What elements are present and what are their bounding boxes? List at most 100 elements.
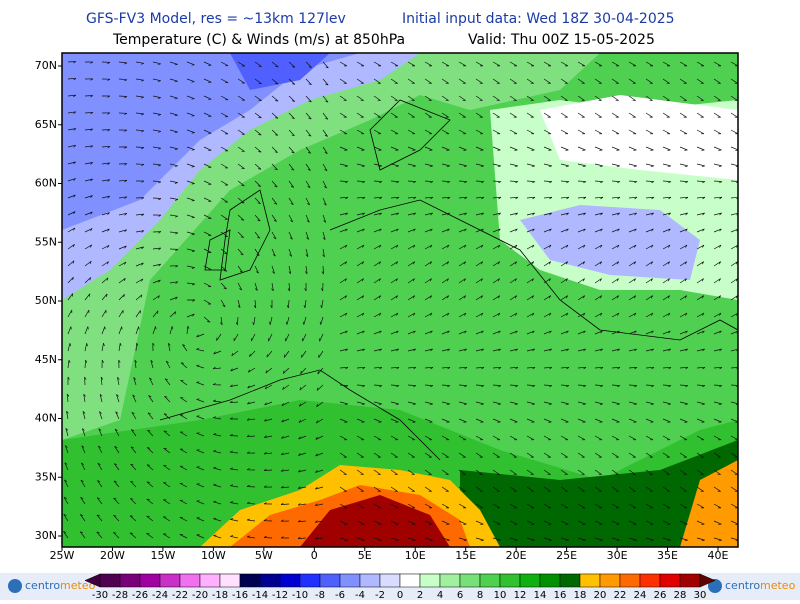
wind-arrow	[285, 316, 290, 325]
wind-arrow	[407, 180, 417, 184]
wind-arrow	[339, 163, 348, 168]
wind-arrow	[67, 376, 70, 385]
wind-arrow	[390, 348, 399, 352]
wind-arrow	[458, 348, 467, 352]
wind-arrow	[611, 520, 620, 525]
wind-arrow	[373, 295, 382, 301]
wind-arrow	[645, 146, 654, 151]
wind-arrow	[254, 282, 258, 291]
wind-arrow	[320, 299, 324, 309]
wind-arrow	[543, 418, 552, 423]
wind-arrow	[577, 163, 586, 168]
wind-arrow	[237, 129, 245, 135]
wind-arrow	[356, 312, 365, 318]
wind-arrow	[492, 503, 501, 509]
wind-arrow	[271, 61, 279, 68]
wind-arrow	[441, 384, 451, 388]
wind-arrow	[424, 348, 433, 352]
wind-arrow	[662, 196, 672, 200]
wind-arrow	[80, 462, 86, 471]
wind-arrow	[237, 248, 244, 256]
wind-arrow	[662, 312, 671, 318]
wind-arrow	[152, 279, 161, 284]
wind-arrow	[237, 163, 245, 170]
wind-arrow	[696, 261, 705, 267]
wind-arrow	[458, 330, 467, 335]
wind-arrow	[713, 348, 722, 352]
wind-arrow	[662, 228, 671, 233]
wind-arrow	[441, 78, 449, 84]
lat-label: 45N	[35, 353, 57, 366]
wind-arrow	[390, 384, 400, 388]
wind-arrow	[475, 503, 484, 509]
wind-arrow	[577, 295, 586, 301]
wind-arrow	[169, 129, 178, 134]
wind-arrow	[356, 486, 364, 492]
wind-arrow	[373, 112, 381, 118]
wind-arrow	[186, 78, 195, 83]
wind-arrow	[315, 469, 324, 473]
wind-arrow	[129, 532, 137, 539]
wind-arrow	[526, 78, 534, 84]
wind-arrow	[282, 367, 290, 374]
colorbar-label: -16	[232, 590, 248, 600]
wind-arrow	[407, 469, 415, 475]
colorbar-box	[239, 573, 261, 588]
wind-arrow	[118, 245, 127, 250]
wind-arrow	[101, 244, 110, 250]
wind-arrow	[560, 228, 569, 233]
wind-arrow	[679, 520, 688, 525]
wind-arrow	[713, 228, 722, 233]
map-field	[62, 53, 738, 547]
wind-arrow	[475, 384, 485, 388]
wind-arrow	[713, 129, 722, 135]
wind-arrow	[186, 214, 195, 219]
wind-arrow	[356, 452, 364, 458]
wind-arrow	[263, 502, 273, 505]
wind-arrow	[373, 129, 382, 135]
wind-arrow	[253, 299, 257, 309]
wind-arrow	[339, 129, 348, 135]
wind-arrow	[169, 296, 178, 301]
wind-arrow	[662, 95, 670, 101]
wind-arrow	[247, 367, 256, 373]
wind-arrow	[356, 469, 364, 475]
wind-arrow	[96, 531, 103, 539]
wind-arrow	[84, 178, 93, 182]
wind-arrow	[118, 95, 128, 99]
wind-arrow	[271, 129, 279, 136]
wind-arrow	[543, 520, 552, 525]
wind-arrow	[577, 486, 585, 492]
wind-arrow	[271, 146, 278, 153]
wind-arrow	[560, 278, 568, 284]
colorbar-label: 0	[397, 590, 403, 600]
colorbar-label: -28	[112, 590, 128, 600]
wind-arrow	[118, 326, 123, 335]
wind-arrow	[130, 463, 137, 471]
wind-arrow	[356, 418, 365, 423]
lon-label: 15W	[150, 549, 175, 562]
wind-arrow	[315, 452, 324, 457]
wind-arrow	[696, 435, 705, 441]
wind-arrow	[424, 435, 433, 441]
wind-arrow	[543, 295, 552, 301]
wind-arrow	[509, 112, 517, 118]
wind-arrow	[509, 278, 517, 284]
wind-arrow	[696, 330, 705, 335]
wind-arrow	[458, 163, 467, 168]
wind-arrow	[441, 244, 450, 250]
wind-arrow	[102, 95, 111, 98]
wind-arrow	[305, 95, 312, 103]
wind-arrow	[113, 480, 120, 488]
wind-arrow	[543, 146, 552, 151]
wind-arrow	[373, 486, 381, 492]
wind-arrow	[118, 342, 122, 352]
wind-arrow	[152, 295, 160, 301]
wind-arrow	[288, 129, 295, 137]
wind-arrow	[79, 531, 86, 539]
wind-arrow	[101, 129, 111, 132]
wind-arrow	[64, 445, 69, 454]
wind-arrow	[577, 348, 586, 352]
wind-arrow	[133, 377, 137, 386]
wind-arrow	[101, 195, 111, 199]
